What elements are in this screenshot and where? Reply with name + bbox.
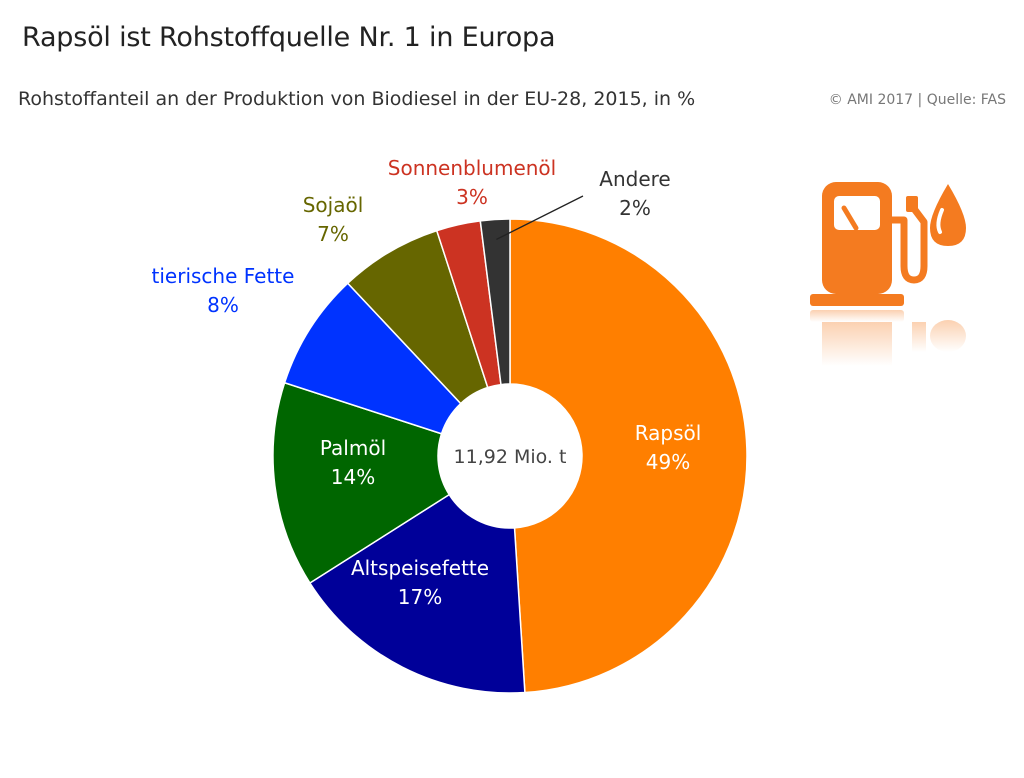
slice-label-palmöl: Palmöl: [320, 436, 386, 460]
slice-value-andere: 2%: [619, 196, 651, 220]
slice-label-sonnenblumenöl: Sonnenblumenöl: [388, 156, 556, 180]
chart-subtitle: Rohstoffanteil an der Produktion von Bio…: [18, 88, 696, 110]
slice-label-tierische-fette: tierische Fette: [152, 264, 295, 288]
slice-label-andere: Andere: [599, 167, 670, 191]
oil-drop-icon: [930, 184, 966, 246]
fuel-pump-icon: [810, 182, 966, 366]
chart-title: Rapsöl ist Rohstoffquelle Nr. 1 in Europ…: [22, 22, 556, 53]
fuel-pump-shape: [810, 182, 928, 306]
slice-value-altspeisefette: 17%: [398, 585, 442, 609]
leader-line-andere: [496, 195, 584, 241]
center-label: 11,92 Mio. t: [454, 446, 567, 468]
slice-label-altspeisefette: Altspeisefette: [351, 556, 489, 580]
slice-value-sonnenblumenöl: 3%: [456, 185, 488, 209]
donut-hole: [438, 384, 582, 528]
slice-value-rapsöl: 49%: [646, 450, 690, 474]
icon-reflection: [810, 310, 966, 366]
slice-label-rapsöl: Rapsöl: [635, 421, 702, 445]
slice-value-tierische-fette: 8%: [207, 293, 239, 317]
slice-value-sojaöl: 7%: [317, 222, 349, 246]
slice-label-sojaöl: Sojaöl: [303, 193, 364, 217]
source-note: © AMI 2017 | Quelle: FAS: [828, 92, 1006, 108]
slice-value-palmöl: 14%: [331, 465, 375, 489]
